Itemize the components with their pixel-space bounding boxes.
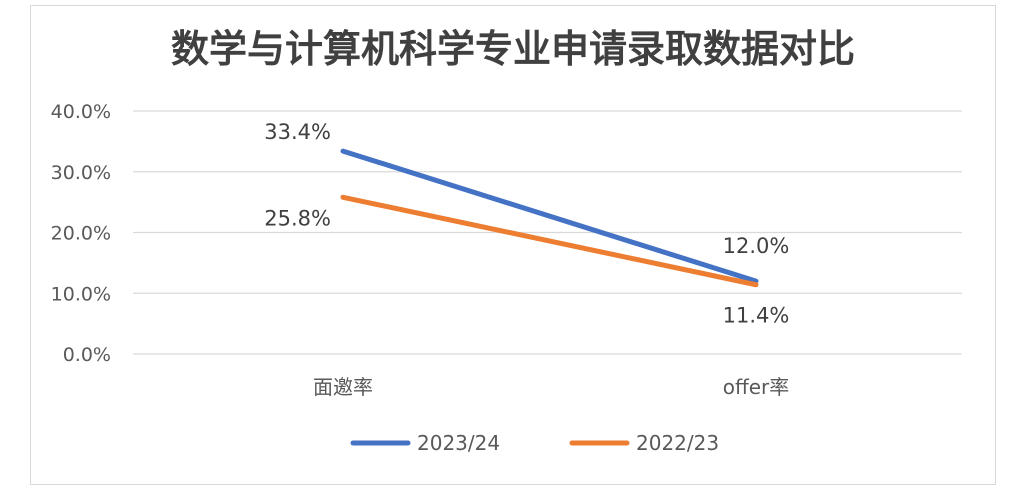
data-label: 11.4%	[723, 304, 790, 328]
data-label: 12.0%	[723, 234, 790, 258]
y-tick-label: 30.0%	[51, 162, 111, 184]
y-tick-label: 40.0%	[51, 101, 111, 123]
series-lines	[340, 148, 759, 288]
gridlines	[133, 110, 962, 355]
legend-label: 2023/24	[417, 431, 500, 455]
y-tick-label: 0.0%	[63, 344, 111, 366]
y-tick-label: 20.0%	[51, 223, 111, 245]
legend-label: 2022/23	[636, 431, 719, 455]
chart-title: 数学与计算机科学专业申请录取数据对比	[171, 27, 855, 71]
x-category-label: 面邀率	[313, 375, 373, 399]
y-axis-ticks: 0.0% 10.0% 20.0% 30.0% 40.0%	[51, 101, 111, 366]
x-category-label: offer率	[723, 375, 790, 399]
series-line	[340, 194, 759, 288]
data-label: 25.8%	[264, 206, 331, 230]
y-tick-label: 10.0%	[51, 283, 111, 305]
data-label: 33.4%	[264, 120, 331, 144]
legend: 2023/24 2022/23	[350, 431, 719, 455]
data-labels: 33.4% 12.0% 25.8% 11.4%	[264, 120, 789, 328]
chart-frame	[30, 5, 996, 485]
series-line	[340, 148, 759, 284]
x-axis-categories: 面邀率 offer率	[313, 375, 789, 399]
